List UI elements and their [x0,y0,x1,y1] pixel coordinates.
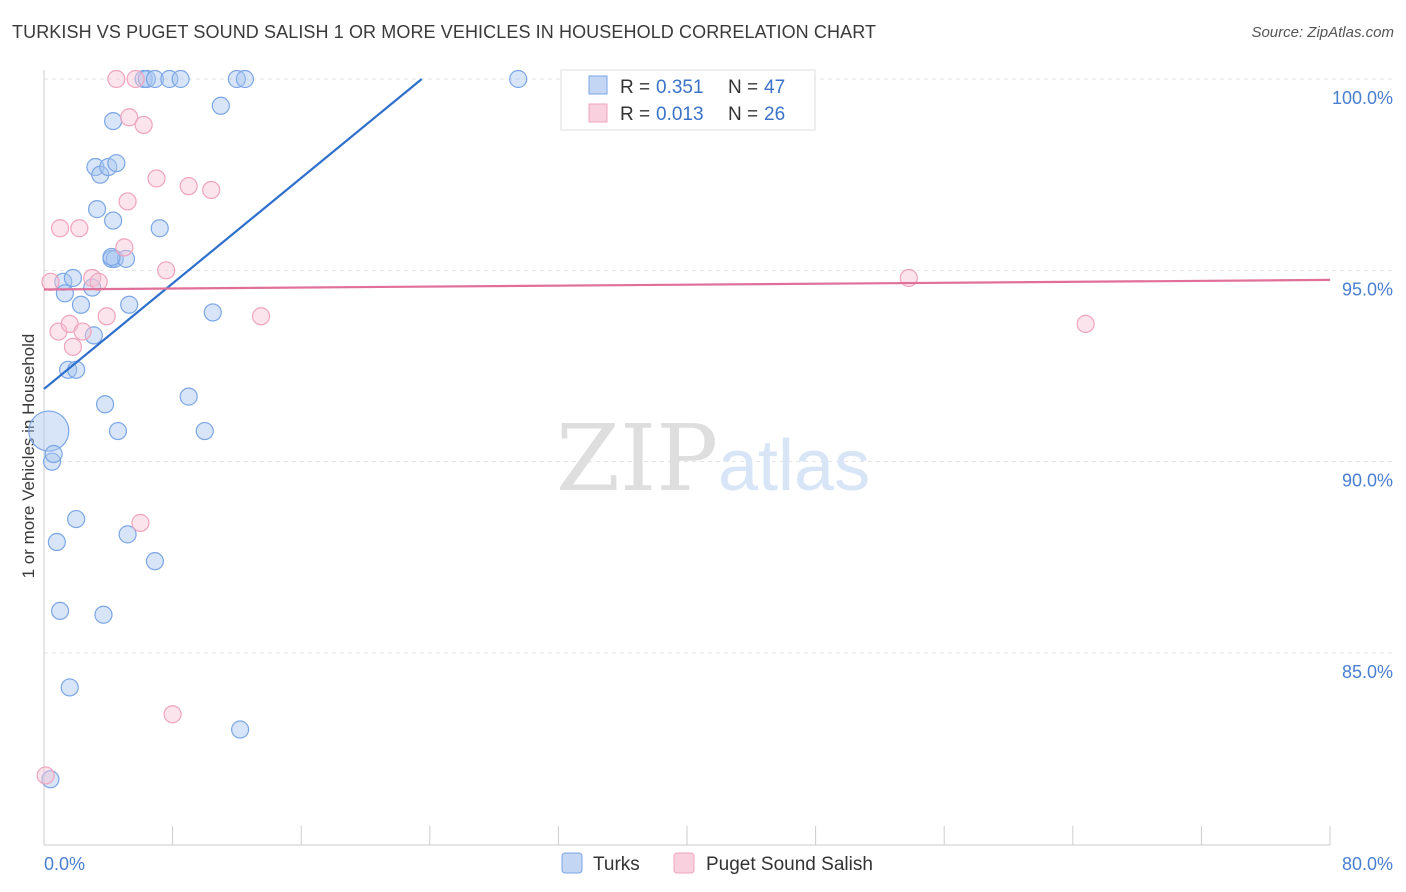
x-tick-label-min: 0.0% [44,854,85,874]
turks-r-label: R = [620,77,650,98]
data-point [63,337,83,356]
data-point [118,192,137,211]
legend-turks-swatch [561,852,583,874]
data-point [108,421,128,441]
data-point [107,154,126,173]
salish-r-value: 0.013 [656,104,704,125]
data-point [102,247,121,267]
data-point [63,268,83,288]
data-point [28,410,70,452]
data-point [120,108,139,127]
data-point [179,177,198,196]
data-point [47,532,66,552]
y-tick-label: 90.0% [1342,471,1393,491]
x-tick-marks [43,826,1331,845]
data-point [41,272,60,291]
data-point [55,284,74,303]
data-point [163,705,182,724]
data-point [509,69,528,89]
y-tick-label: 85.0% [1342,662,1393,682]
data-point [71,295,91,314]
x-tick-label-max: 80.0% [1342,854,1393,874]
data-point [97,307,116,326]
data-point [131,513,150,532]
data-point [1076,314,1095,334]
data-point [104,211,123,230]
salish-r-label: R = [620,104,650,125]
turks-trend-line [43,78,423,390]
data-point [147,169,166,188]
data-point [87,200,107,219]
turks-points [28,69,528,789]
stats-legend: R = 0.351 N = 47 R = 0.013 N = 26 [560,69,816,131]
data-point [120,295,139,314]
y-tick-label: 100.0% [1332,88,1393,108]
data-point [134,115,153,135]
salish-trend-line [43,278,1331,291]
data-point [115,238,134,257]
data-point [126,69,145,89]
data-point [145,552,165,571]
legend-salish-swatch [673,852,695,874]
data-point [157,261,176,280]
data-point [50,219,70,238]
data-point [94,605,113,624]
data-point [203,303,222,322]
series-legend: Turks Puget Sound Salish [561,852,873,875]
legend-turks-label: Turks [593,854,640,875]
grid-lines [44,78,1393,654]
chart-title: TURKISH VS PUGET SOUND SALISH 1 OR MORE … [12,22,877,42]
data-point [95,395,115,414]
data-point [60,678,79,697]
data-point [50,601,70,621]
salish-n-label: N = [728,104,758,125]
turks-r-value: 0.351 [656,77,704,98]
data-point [211,96,230,115]
data-point [235,69,255,89]
salish-legend-swatch [588,103,608,123]
data-point [44,444,63,464]
turks-n-value: 47 [764,77,785,98]
data-point [104,111,123,131]
data-point [145,69,165,89]
data-point [36,766,55,785]
salish-n-value: 26 [764,104,785,125]
data-point [73,322,92,341]
y-tick-labels: 85.0% 90.0% 95.0% 100.0% [1332,88,1393,682]
data-point [171,69,190,89]
watermark-zip: ZIP [556,405,718,512]
data-point [89,272,108,291]
data-point [116,249,136,268]
watermark-atlas: atlas [718,426,870,506]
data-point [67,509,86,529]
data-point [195,421,214,441]
turks-n-label: N = [728,77,758,98]
y-axis-label: 1 or more Vehicles in Household [19,334,38,579]
data-point [107,69,126,89]
salish-points [36,69,1095,785]
data-point [231,720,250,739]
data-point [70,219,89,238]
turks-legend-swatch [588,75,608,95]
source-label: Source: ZipAtlas.com [1251,24,1394,41]
data-point [202,180,221,200]
data-point [150,219,169,238]
data-point [42,452,62,471]
data-point [118,525,137,544]
data-point [179,387,198,406]
data-point [84,326,103,345]
legend-salish-label: Puget Sound Salish [706,854,873,875]
y-tick-label: 95.0% [1342,279,1393,299]
data-point [251,307,271,326]
